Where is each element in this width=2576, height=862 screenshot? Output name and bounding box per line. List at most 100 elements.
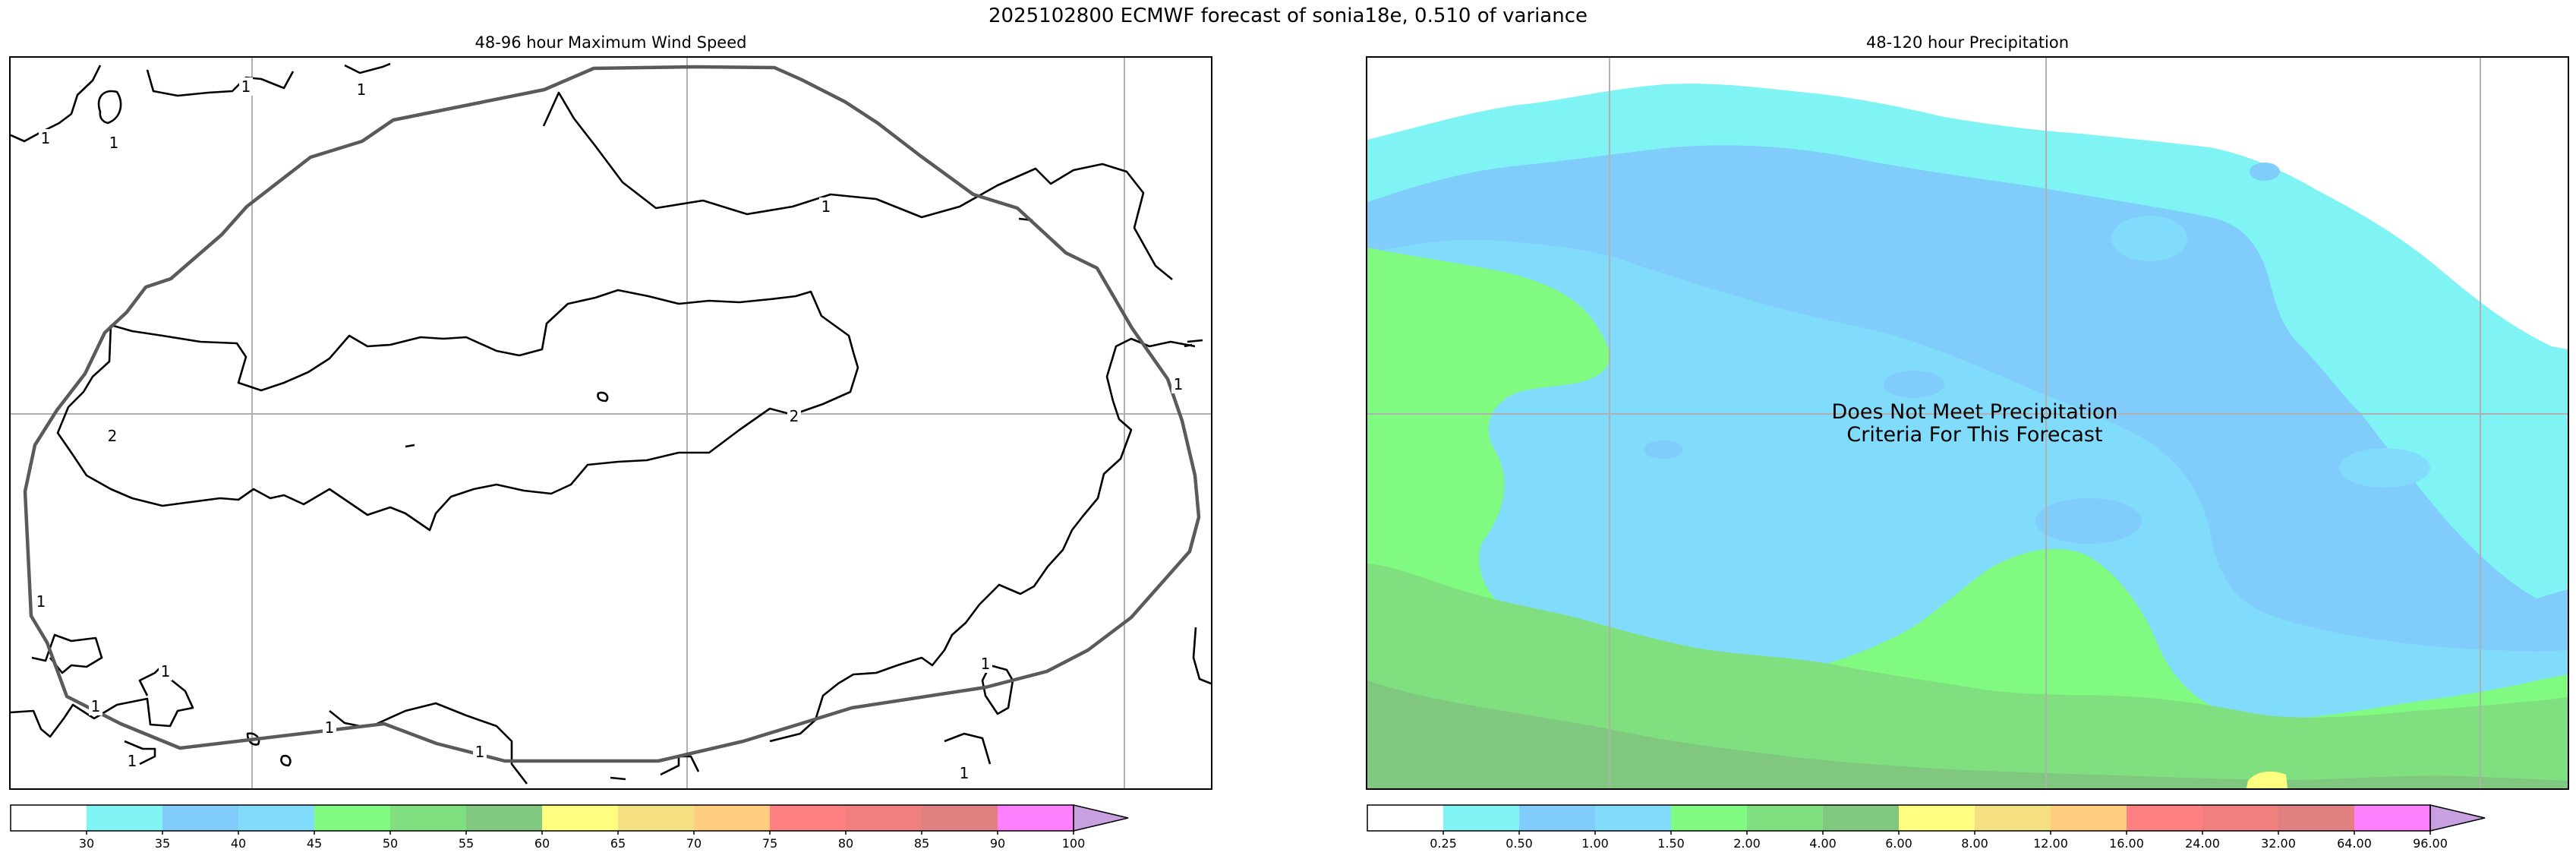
contour-label-bg-9 (159, 662, 172, 680)
precip-colorbar-swatch-13 (2354, 805, 2430, 831)
wind-contour-plot: 1 1 1 1 1 1 2 2 1 1 1 1 1 1 1 1 (11, 58, 1211, 788)
wind-colorbar-tick-label-3: 45 (307, 836, 322, 851)
precip-band-5 (1367, 680, 2568, 788)
wind-colorbar-swatch-12 (922, 805, 998, 831)
precip-colorbar-swatch-12 (2278, 805, 2354, 831)
precip-colorbar-swatch-0 (1367, 805, 1443, 831)
wind-contour-labels: 1 1 1 1 1 1 2 2 1 1 1 1 1 1 1 1 (34, 77, 1185, 782)
contour-label-11: 1 (128, 752, 137, 770)
contour-label-4: 1 (821, 197, 831, 216)
wind-contour-line-6 (769, 337, 1196, 743)
contour-label-6: 2 (108, 427, 118, 445)
precip-colorbar-swatch-8 (1975, 805, 2051, 831)
contour-label-0: 1 (41, 129, 51, 147)
contour-label-15: 1 (981, 655, 991, 673)
wind-colorbar-tick-label-0: 30 (79, 836, 94, 851)
contour-label-9: 1 (161, 662, 171, 680)
contour-label-bg-15 (979, 655, 992, 673)
contour-label-8: 1 (36, 592, 46, 611)
precip-colorbar-tick-label-11: 32.00 (2261, 836, 2296, 851)
contour-label-bg-13 (473, 743, 487, 761)
wind-contour-line-2 (146, 69, 295, 97)
wind-colorbar-extend-arrow (1073, 804, 1129, 832)
wind-colorbar-tick-label-4: 50 (383, 836, 398, 851)
wind-colorbar-tick-label-12: 90 (990, 836, 1005, 851)
wind-contour-line-13 (610, 776, 626, 781)
precip-filled-contours (1367, 84, 2568, 788)
contour-label-bg-3 (355, 81, 368, 99)
precip-colorbar-tick-label-4: 2.00 (1733, 836, 1761, 851)
precip-colorbar-tick-label-8: 12.00 (2033, 836, 2068, 851)
wind-colorbar-tick-label-13: 100 (1062, 836, 1086, 851)
contour-label-bg-10 (89, 697, 102, 715)
precip-colorbar: 0.25 0.50 1.00 1.50 2.00 4.00 6.00 8.00 12.00 16.… (1367, 804, 2486, 851)
wind-colorbar-swatch-2 (162, 805, 238, 831)
precip-colorbar-tick-label-12: 64.00 (2337, 836, 2372, 851)
wind-colorbar: 30 35 40 45 50 55 60 65 70 75 80 85 90 100 (10, 804, 1129, 851)
wind-colorbar-swatch-10 (770, 805, 846, 831)
contour-label-12: 1 (325, 718, 335, 737)
wind-colorbar-swatch-8 (618, 805, 694, 831)
precip-colorbar-swatch-1 (1443, 805, 1519, 831)
contour-label-14: 1 (960, 764, 970, 782)
wind-colorbar-tick-label-10: 80 (838, 836, 853, 851)
precip-colorbar-tick-label-0: 0.25 (1430, 836, 1457, 851)
contour-label-bg-4 (819, 197, 833, 216)
wind-contour-line-22 (1184, 343, 1193, 348)
wind-colorbar-swatch-1 (87, 805, 162, 831)
precip-criteria-note: Does Not Meet Precipitation Criteria For… (1831, 400, 2118, 447)
contour-label-2: 1 (241, 77, 251, 96)
precip-colorbar-swatch-6 (1823, 805, 1899, 831)
precip-patch-5 (1550, 518, 1641, 554)
contour-label-5: 1 (1174, 375, 1184, 393)
wind-colorbar-tick-label-2: 40 (231, 836, 246, 851)
precip-colorbar-tick-label-5: 4.00 (1809, 836, 1837, 851)
contour-label-bg-1 (107, 134, 121, 152)
contour-label-bg-0 (39, 129, 52, 147)
precip-colorbar-swatch-3 (1595, 805, 1671, 831)
wind-colorbar-swatch-6 (466, 805, 542, 831)
precip-colorbar-swatch-10 (2127, 805, 2202, 831)
wind-colorbar-swatch-0 (11, 805, 87, 831)
wind-contour-line-18 (280, 754, 292, 767)
wind-contour-line-19 (1187, 339, 1203, 343)
wind-colorbar-tick-label-5: 55 (459, 836, 474, 851)
precip-band-4 (1367, 564, 2568, 788)
wind-contour-line-20 (597, 391, 609, 403)
wind-colorbar-swatch-7 (542, 805, 618, 831)
precip-colorbar-extend-arrow (2429, 804, 2486, 832)
wind-colorbar-swatch-4 (314, 805, 390, 831)
wind-colorbar-swatch-11 (846, 805, 922, 831)
precip-patch-6 (1884, 371, 1944, 398)
precip-colorbar-tick-label-1: 0.50 (1506, 836, 1533, 851)
contour-label-bg-12 (323, 718, 336, 737)
precip-colorbar-swatch-11 (2202, 805, 2278, 831)
wind-contour-line-16 (981, 664, 1014, 715)
wind-colorbar-swatch-13 (998, 805, 1074, 831)
contour-label-13: 1 (475, 743, 485, 761)
wind-speed-map: 1 1 1 1 1 1 2 2 1 1 1 1 1 1 1 1 (9, 56, 1212, 790)
precip-gridlines (1367, 58, 2568, 788)
contour-label-bg-8 (34, 592, 48, 611)
wind-colorbar-tick-label-8: 70 (686, 836, 702, 851)
precip-band-6 (2247, 771, 2288, 788)
precip-patch-1 (2111, 216, 2187, 261)
wind-colorbar-swatch-3 (238, 805, 314, 831)
precip-colorbar-tick-label-7: 8.00 (1961, 836, 1988, 851)
precip-patch-0 (2250, 163, 2280, 181)
wind-contour-line-4 (542, 91, 1173, 281)
precip-colorbar-tick-label-9: 16.00 (2109, 836, 2144, 851)
contour-label-bg-7 (787, 407, 801, 425)
wind-contour-line-1 (97, 90, 122, 125)
precip-panel-title: 48-120 hour Precipitation (1865, 33, 2070, 52)
precip-colorbar-tick-label-6: 6.00 (1885, 836, 1912, 851)
wind-contour-line-0 (11, 65, 102, 143)
wind-contour-line-21 (405, 444, 415, 448)
wind-contour-line-9 (124, 740, 156, 766)
contour-label-bg-2 (239, 77, 253, 96)
wind-colorbar-tick-label-7: 65 (610, 836, 626, 851)
precip-colorbar-tick-label-2: 1.00 (1581, 836, 1609, 851)
precip-colorbar-swatch-2 (1519, 805, 1595, 831)
wind-colorbar-tick-label-6: 60 (534, 836, 550, 851)
figure-title: 2025102800 ECMWF forecast of sonia18e, 0… (988, 5, 1588, 27)
